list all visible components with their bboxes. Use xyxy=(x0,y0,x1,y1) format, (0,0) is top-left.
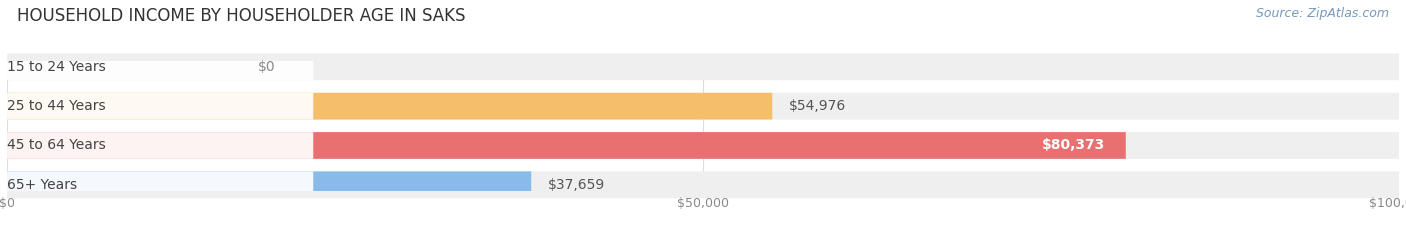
Text: 25 to 44 Years: 25 to 44 Years xyxy=(7,99,105,113)
FancyBboxPatch shape xyxy=(7,132,314,159)
Text: 65+ Years: 65+ Years xyxy=(7,178,77,192)
Text: $37,659: $37,659 xyxy=(548,178,605,192)
Text: Source: ZipAtlas.com: Source: ZipAtlas.com xyxy=(1256,7,1389,20)
FancyBboxPatch shape xyxy=(7,93,1399,120)
Text: 15 to 24 Years: 15 to 24 Years xyxy=(7,60,105,74)
FancyBboxPatch shape xyxy=(7,54,314,80)
FancyBboxPatch shape xyxy=(7,132,1399,159)
FancyBboxPatch shape xyxy=(7,171,314,198)
FancyBboxPatch shape xyxy=(7,54,1399,80)
Text: $54,976: $54,976 xyxy=(789,99,846,113)
FancyBboxPatch shape xyxy=(7,171,531,198)
Text: $0: $0 xyxy=(257,60,276,74)
FancyBboxPatch shape xyxy=(7,132,1126,159)
FancyBboxPatch shape xyxy=(7,171,1399,198)
Text: HOUSEHOLD INCOME BY HOUSEHOLDER AGE IN SAKS: HOUSEHOLD INCOME BY HOUSEHOLDER AGE IN S… xyxy=(17,7,465,25)
FancyBboxPatch shape xyxy=(7,93,314,120)
Text: $80,373: $80,373 xyxy=(1042,138,1105,152)
FancyBboxPatch shape xyxy=(7,93,772,120)
Text: 45 to 64 Years: 45 to 64 Years xyxy=(7,138,105,152)
